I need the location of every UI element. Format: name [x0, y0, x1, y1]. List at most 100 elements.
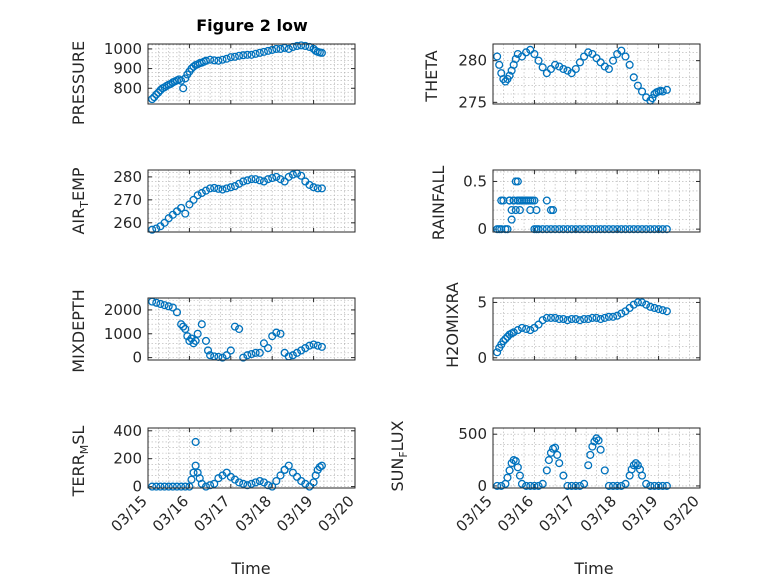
data-point-sun_flux [594, 436, 603, 445]
data-point-rainfall [522, 196, 531, 205]
data-point-mixdepth [152, 298, 161, 307]
data-point-mixdepth [183, 332, 192, 341]
data-point-h2omixra [526, 326, 535, 335]
plot-area-theta [493, 44, 700, 104]
data-point-rainfall [580, 225, 589, 234]
data-point-rainfall [559, 225, 568, 234]
data-point-mixdepth [251, 348, 260, 357]
data-point-mixdepth [206, 351, 215, 360]
data-point-air_temp [259, 177, 268, 186]
data-point-rainfall [534, 225, 543, 234]
data-point-mixdepth [317, 342, 326, 351]
data-point-theta [542, 69, 551, 78]
data-point-rainfall [600, 225, 609, 234]
data-point-sun_flux [629, 461, 638, 470]
data-point-rainfall [546, 225, 556, 234]
axes-box-rainfall [492, 169, 701, 233]
data-point-rainfall [633, 225, 642, 234]
data-point-terr_msl [255, 476, 264, 486]
data-point-theta [588, 49, 597, 59]
data-point-rainfall [621, 225, 630, 234]
data-point-pressure [218, 55, 227, 64]
subplot-mixdepth: 0 1000 2000 MIXDEPTH [69, 289, 356, 373]
subplot-theta: 275 280 THETA [422, 43, 701, 111]
data-point-mixdepth [193, 329, 202, 338]
data-point-h2omixra [551, 313, 560, 322]
data-point-sun_flux [631, 459, 640, 468]
data-point-h2omixra [559, 314, 568, 324]
data-point-terr_msl [243, 481, 252, 490]
data-point-sun_flux [580, 479, 589, 488]
data-point-theta [522, 48, 531, 57]
data-point-mixdepth [222, 351, 231, 360]
data-point-theta [499, 74, 508, 84]
data-point-sun_flux [642, 479, 651, 488]
data-point-pressure [154, 88, 163, 97]
data-point-rainfall [567, 225, 576, 234]
data-point-air_temp [268, 173, 277, 183]
data-point-pressure [189, 62, 198, 71]
data-point-air_temp [235, 179, 244, 188]
data-point-sun_flux [609, 481, 618, 490]
xlabel-right: Time [573, 559, 613, 578]
data-point-sun_flux [604, 481, 613, 490]
data-point-air_temp [317, 184, 326, 193]
data-point-terr_msl [309, 478, 318, 487]
data-point-air_temp [247, 175, 256, 184]
data-point-terr_msl [292, 472, 302, 481]
data-point-mixdepth [247, 349, 256, 359]
ylabel-air-temp: AIRTEMP [69, 167, 91, 234]
axes-box-pressure [147, 43, 356, 105]
data-point-h2omixra [596, 314, 605, 324]
data-point-rainfall [555, 225, 564, 234]
ytick-label-theta: 280 [458, 52, 487, 70]
data-point-air_temp [251, 175, 260, 184]
data-point-rainfall [503, 225, 512, 234]
data-point-pressure [272, 44, 281, 53]
data-point-mixdepth [179, 322, 188, 331]
ytick-label-h2omixra: 0 [477, 349, 487, 367]
data-point-terr_msl [251, 478, 260, 487]
data-point-air_temp [272, 172, 281, 181]
data-point-h2omixra [617, 309, 626, 318]
data-point-sun_flux [575, 481, 584, 490]
data-point-h2omixra [650, 303, 659, 313]
data-point-mixdepth [239, 353, 248, 362]
data-point-sun_flux [551, 443, 560, 452]
data-point-h2omixra [580, 314, 589, 324]
data-point-h2omixra [629, 300, 638, 309]
ylabel-terr-msl: TERRMSL [69, 426, 91, 498]
data-point-sun_flux [637, 471, 647, 480]
data-point-terr_msl [148, 482, 157, 491]
data-point-sun_flux [621, 479, 630, 488]
data-point-terr_msl [172, 482, 182, 491]
data-point-h2omixra [633, 298, 642, 307]
data-point-h2omixra [662, 307, 671, 316]
ytick-label-sun_flux: 0 [477, 477, 487, 495]
data-point-rainfall [513, 196, 522, 205]
data-point-theta [662, 85, 671, 94]
data-point-sun_flux [534, 481, 543, 490]
data-point-air_temp [305, 180, 314, 189]
data-point-rainfall [571, 225, 580, 234]
data-point-mixdepth [235, 324, 244, 334]
data-point-pressure [214, 56, 223, 65]
data-point-pressure [297, 41, 306, 50]
data-point-h2omixra [501, 334, 510, 344]
data-point-pressure [230, 52, 239, 61]
data-point-h2omixra [555, 314, 564, 324]
data-point-pressure [239, 51, 248, 60]
data-point-h2omixra [499, 337, 508, 346]
ytick-label-pressure: 800 [113, 79, 142, 97]
data-point-theta [495, 60, 504, 69]
data-point-h2omixra [592, 313, 601, 322]
data-point-h2omixra [600, 313, 609, 322]
ytick-label-terr_msl: 200 [113, 450, 142, 468]
data-point-pressure [201, 56, 211, 65]
data-point-air_temp [288, 170, 297, 179]
data-point-h2omixra [563, 316, 572, 325]
data-point-sun_flux [559, 471, 568, 480]
data-point-terr_msl [201, 482, 211, 491]
data-point-air_temp [197, 188, 206, 198]
